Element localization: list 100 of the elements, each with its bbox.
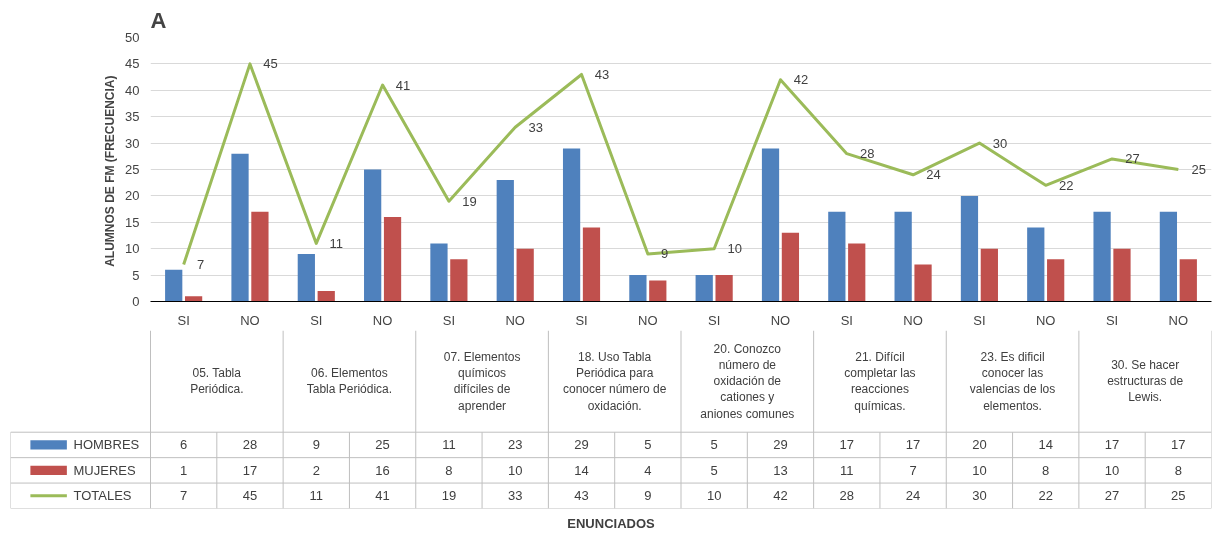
bar <box>582 227 601 302</box>
bar <box>629 275 647 302</box>
text: 41 <box>395 77 411 93</box>
bar <box>1159 211 1178 302</box>
bar <box>165 269 183 302</box>
text: 30. Se hacer estructuras de Lewis. <box>1107 358 1184 405</box>
x-tick-label: SI <box>575 312 588 328</box>
bar <box>364 169 382 302</box>
x-tick-label: SI <box>708 312 721 328</box>
bar <box>960 195 979 302</box>
text: 20. Conozco número de oxidación de cationes y aniones comunes <box>700 342 795 421</box>
data-label: 45 <box>242 488 258 504</box>
x-tick-label: SI <box>840 312 853 328</box>
bar <box>1093 211 1111 302</box>
x-tick-label: NO <box>1168 312 1189 328</box>
bar <box>450 259 468 302</box>
bar <box>297 253 315 302</box>
legend-label: TOTALES <box>73 488 132 504</box>
data-label: 28 <box>839 488 855 504</box>
data-label: 9 <box>312 437 320 453</box>
bar <box>231 153 249 302</box>
bar <box>848 243 866 302</box>
y-tick-label: 40 <box>125 82 140 98</box>
text: 43 <box>594 66 610 82</box>
data-label: 8 <box>445 462 453 478</box>
bar <box>894 211 912 302</box>
data-label: 25 <box>375 437 390 453</box>
data-label: 2 <box>312 462 320 478</box>
x-tick-label: SI <box>177 312 190 328</box>
data-label: 13 <box>773 462 788 478</box>
y-tick-label: 50 <box>125 30 140 45</box>
data-label: 33 <box>507 488 523 504</box>
data-label: 5 <box>710 437 718 453</box>
bar <box>1027 227 1045 302</box>
text: 06. Elementos Tabla Periódica. <box>306 366 393 397</box>
x-tick-label: NO <box>372 312 393 328</box>
bar <box>761 148 780 302</box>
data-label: 22 <box>1038 488 1053 504</box>
legend-label: HOMBRES <box>73 437 140 453</box>
bar <box>980 248 998 302</box>
bar <box>695 275 713 302</box>
text: 42 <box>793 72 809 88</box>
chart-title: A <box>150 7 167 33</box>
x-tick-label: SI <box>1105 312 1119 328</box>
bar <box>914 264 932 302</box>
bar <box>251 211 269 302</box>
text: 25 <box>1191 162 1207 177</box>
data-label: 17 <box>242 462 258 478</box>
y-axis-title: ALUMNOS DE FM (FRECUENCIA) <box>103 75 118 267</box>
bar <box>516 248 534 302</box>
data-label: 28 <box>242 437 258 453</box>
data-label: 17 <box>905 437 921 453</box>
data-label: 17 <box>839 437 855 453</box>
data-label: 20 <box>972 437 987 453</box>
data-label: 8 <box>1042 462 1050 478</box>
data-label: 10 <box>1104 462 1120 478</box>
bar <box>715 275 733 302</box>
bar <box>496 180 514 302</box>
data-label: 30 <box>972 488 987 504</box>
data-label: 14 <box>574 462 589 478</box>
text: ENUNCIADOS <box>567 515 656 531</box>
y-tick-label: 30 <box>125 135 140 151</box>
text: 28 <box>860 146 875 162</box>
data-label: 41 <box>375 488 390 504</box>
text: 07. Elementos químicos difíciles de aprender <box>443 350 521 413</box>
x-tick-label: SI <box>442 312 456 328</box>
text: 22 <box>1058 177 1074 193</box>
bar <box>562 148 581 302</box>
data-label: 9 <box>644 488 652 504</box>
text: 05. Tabla Periódica. <box>190 366 244 397</box>
data-label: 29 <box>574 437 589 453</box>
text: 11 <box>329 235 344 251</box>
y-tick-label: 45 <box>125 56 140 72</box>
x-tick-label: SI <box>973 312 986 328</box>
y-tick-label: 35 <box>125 109 140 125</box>
x-tick-label: NO <box>240 312 260 328</box>
y-tick-label: 25 <box>125 162 140 177</box>
text: 23. Es dificil conocer las valencias de los elementos. <box>969 350 1056 413</box>
bar <box>649 280 667 302</box>
data-label: 8 <box>1174 462 1182 478</box>
data-label: 43 <box>574 488 589 504</box>
data-label: 16 <box>375 462 390 478</box>
data-label: 5 <box>710 462 718 478</box>
x-tick-label: SI <box>310 312 323 328</box>
bar <box>383 217 402 302</box>
data-label: 25 <box>1171 488 1186 504</box>
data-label: 6 <box>180 437 188 453</box>
data-label: 14 <box>1038 437 1053 453</box>
data-label: 11 <box>840 462 854 478</box>
data-label: 4 <box>644 462 652 478</box>
data-label: 17 <box>1104 437 1120 453</box>
bar <box>1179 259 1197 302</box>
text: 33 <box>528 119 543 135</box>
text: 18. Uso Tabla Periódica para conocer número de oxidación. <box>562 350 667 413</box>
data-label: 27 <box>1104 488 1120 504</box>
data-label: 42 <box>773 488 788 504</box>
y-tick-label: 15 <box>125 214 140 230</box>
text: 30 <box>992 135 1008 151</box>
bar <box>430 243 448 302</box>
data-label: 29 <box>773 437 788 453</box>
